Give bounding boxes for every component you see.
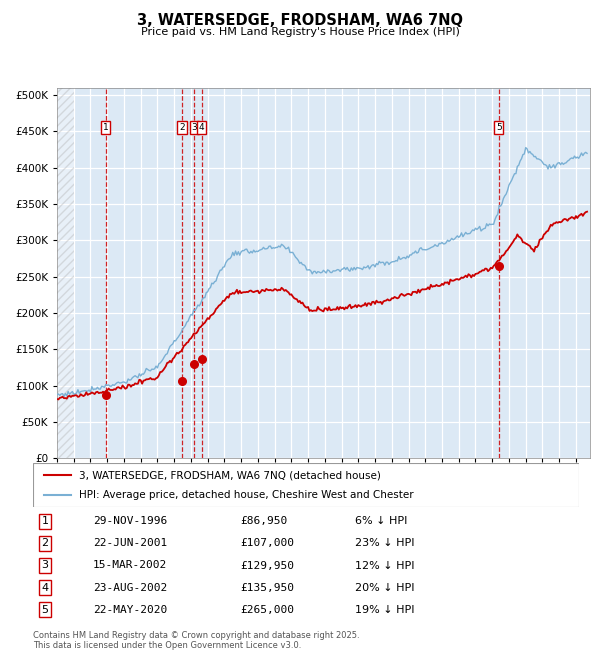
Text: £86,950: £86,950 <box>241 516 288 526</box>
Text: 22-JUN-2001: 22-JUN-2001 <box>93 538 167 549</box>
Text: 23-AUG-2002: 23-AUG-2002 <box>93 582 167 593</box>
Bar <box>57 88 74 458</box>
Text: 20% ↓ HPI: 20% ↓ HPI <box>355 582 415 593</box>
Text: 19% ↓ HPI: 19% ↓ HPI <box>355 604 415 615</box>
Text: 22-MAY-2020: 22-MAY-2020 <box>93 604 167 615</box>
Text: £135,950: £135,950 <box>241 582 295 593</box>
Text: 3, WATERSEDGE, FRODSHAM, WA6 7NQ (detached house): 3, WATERSEDGE, FRODSHAM, WA6 7NQ (detach… <box>79 470 381 480</box>
Text: Contains HM Land Registry data © Crown copyright and database right 2025.
This d: Contains HM Land Registry data © Crown c… <box>33 630 359 650</box>
Text: £107,000: £107,000 <box>241 538 295 549</box>
Text: 15-MAR-2002: 15-MAR-2002 <box>93 560 167 571</box>
Text: HPI: Average price, detached house, Cheshire West and Chester: HPI: Average price, detached house, Ches… <box>79 489 414 500</box>
Text: 4: 4 <box>199 124 205 132</box>
Text: 6% ↓ HPI: 6% ↓ HPI <box>355 516 407 526</box>
Text: 2: 2 <box>41 538 49 549</box>
Text: Price paid vs. HM Land Registry's House Price Index (HPI): Price paid vs. HM Land Registry's House … <box>140 27 460 37</box>
Text: £265,000: £265,000 <box>241 604 295 615</box>
Text: 1: 1 <box>41 516 49 526</box>
Text: £129,950: £129,950 <box>241 560 295 571</box>
Text: 5: 5 <box>41 604 49 615</box>
Text: 2: 2 <box>179 124 185 132</box>
Text: 1: 1 <box>103 124 109 132</box>
Text: 5: 5 <box>496 124 502 132</box>
FancyBboxPatch shape <box>33 463 579 507</box>
Text: 23% ↓ HPI: 23% ↓ HPI <box>355 538 415 549</box>
Text: 4: 4 <box>41 582 49 593</box>
Text: 3: 3 <box>41 560 49 571</box>
Text: 3: 3 <box>191 124 197 132</box>
Text: 29-NOV-1996: 29-NOV-1996 <box>93 516 167 526</box>
Text: 3, WATERSEDGE, FRODSHAM, WA6 7NQ: 3, WATERSEDGE, FRODSHAM, WA6 7NQ <box>137 13 463 28</box>
Text: 12% ↓ HPI: 12% ↓ HPI <box>355 560 415 571</box>
